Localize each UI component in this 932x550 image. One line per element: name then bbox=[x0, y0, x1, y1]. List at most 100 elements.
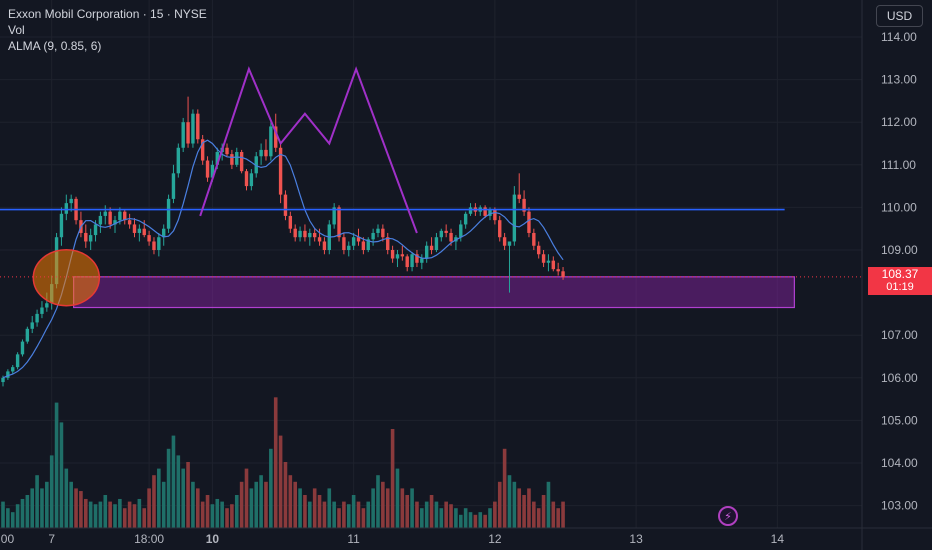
candle-body bbox=[351, 237, 356, 246]
volume-bar bbox=[390, 429, 395, 528]
volume-bar bbox=[215, 498, 220, 528]
volume-bar bbox=[522, 495, 526, 528]
volume-bar bbox=[424, 501, 429, 528]
volume-bar bbox=[122, 508, 127, 528]
price-tick-label: 104.00 bbox=[881, 456, 918, 470]
volume-bar bbox=[385, 488, 390, 528]
volume-bar bbox=[546, 481, 551, 528]
bar-countdown: 01:19 bbox=[886, 281, 914, 293]
candle-body bbox=[205, 160, 210, 178]
candle-body bbox=[20, 341, 25, 355]
volume-bar bbox=[259, 475, 263, 528]
lightning-icon[interactable]: ⚡ bbox=[718, 506, 738, 526]
volume-bar bbox=[288, 475, 293, 528]
candle-body bbox=[395, 254, 400, 259]
volume-bar bbox=[30, 488, 35, 528]
price-tick-label: 114.00 bbox=[881, 30, 917, 44]
candle-body bbox=[483, 207, 487, 216]
volume-bar bbox=[420, 508, 424, 528]
price-tick-label: 113.00 bbox=[881, 73, 917, 87]
candle-body bbox=[225, 147, 229, 155]
double-top-pattern bbox=[199, 66, 418, 234]
volume-bar bbox=[269, 448, 273, 528]
price-tick-label: 110.00 bbox=[881, 200, 917, 214]
candle-body bbox=[64, 203, 69, 214]
candle-body bbox=[522, 198, 526, 212]
candle-body bbox=[468, 207, 473, 214]
volume-bar bbox=[83, 498, 88, 528]
candle-body bbox=[444, 230, 448, 233]
candle-body bbox=[512, 194, 517, 242]
candle-body bbox=[308, 232, 312, 238]
candlesticks bbox=[1, 96, 565, 387]
volume-bar bbox=[15, 504, 20, 528]
candle-body bbox=[298, 230, 302, 238]
candle-body bbox=[88, 235, 93, 242]
candle-body bbox=[215, 152, 219, 165]
volume-bar bbox=[439, 508, 444, 528]
volume-bar bbox=[405, 495, 410, 528]
volume-bar bbox=[312, 488, 317, 528]
volume-bar bbox=[137, 498, 142, 528]
candle-body bbox=[45, 303, 49, 308]
alma-polyline bbox=[2, 139, 564, 379]
volume-bar bbox=[147, 488, 151, 528]
price-tick-label: 112.00 bbox=[881, 115, 917, 129]
volume-bar bbox=[454, 508, 458, 528]
volume-bar bbox=[239, 481, 244, 528]
candle-body bbox=[230, 154, 234, 165]
last-price: 108.37 bbox=[881, 267, 919, 281]
candle-body bbox=[420, 258, 424, 263]
volume-bar bbox=[366, 501, 371, 528]
volume-bar bbox=[54, 402, 59, 528]
volume-bar bbox=[317, 495, 322, 528]
volume-bar bbox=[103, 495, 108, 528]
candle-body bbox=[15, 354, 20, 368]
volume-indicator-label[interactable]: Vol bbox=[8, 23, 25, 37]
candle-body bbox=[424, 245, 429, 259]
candle-body bbox=[259, 149, 263, 157]
price-tick-label: 109.00 bbox=[881, 243, 918, 257]
candle-body bbox=[551, 260, 556, 270]
candle-body bbox=[546, 260, 551, 263]
candle-body bbox=[507, 241, 512, 246]
volume-bar bbox=[1, 501, 5, 528]
volume-bar bbox=[264, 481, 268, 528]
price-tick-label: 105.00 bbox=[881, 413, 918, 427]
volume-bar bbox=[171, 435, 176, 528]
volume-bar bbox=[444, 501, 448, 528]
candle-body bbox=[366, 239, 370, 250]
candle-body bbox=[157, 237, 161, 250]
candle-body bbox=[371, 232, 375, 240]
volume-bar bbox=[415, 501, 419, 528]
candle-body bbox=[434, 237, 439, 250]
volume-bar bbox=[342, 501, 346, 528]
volume-bar bbox=[10, 512, 15, 528]
candle-body bbox=[264, 149, 268, 157]
volume-bar bbox=[6, 508, 10, 528]
alma-indicator-label[interactable]: ALMA (9, 0.85, 6) bbox=[8, 39, 102, 53]
volume-bar bbox=[527, 488, 531, 528]
volume-bar bbox=[191, 481, 195, 528]
volume-bar bbox=[278, 435, 283, 528]
time-tick-label: 14 bbox=[771, 532, 785, 546]
candle-body bbox=[235, 152, 239, 165]
volume-bar bbox=[473, 514, 478, 528]
volume-bar bbox=[220, 501, 224, 528]
volume-bar bbox=[244, 468, 249, 528]
volume-bar bbox=[488, 508, 492, 528]
volume-bars bbox=[1, 397, 565, 528]
volume-bar bbox=[40, 488, 44, 528]
volume-bar bbox=[210, 504, 215, 528]
candle-body bbox=[278, 147, 283, 195]
volume-bar bbox=[556, 508, 560, 528]
volume-bar bbox=[376, 475, 380, 528]
volume-bar bbox=[181, 468, 185, 528]
symbol-title[interactable]: Exxon Mobil Corporation · 15 · NYSE bbox=[8, 7, 207, 21]
candle-body bbox=[30, 322, 34, 329]
volume-bar bbox=[400, 488, 405, 528]
currency-button[interactable]: USD bbox=[876, 5, 923, 27]
candle-body bbox=[269, 126, 273, 157]
candle-body bbox=[103, 211, 107, 216]
